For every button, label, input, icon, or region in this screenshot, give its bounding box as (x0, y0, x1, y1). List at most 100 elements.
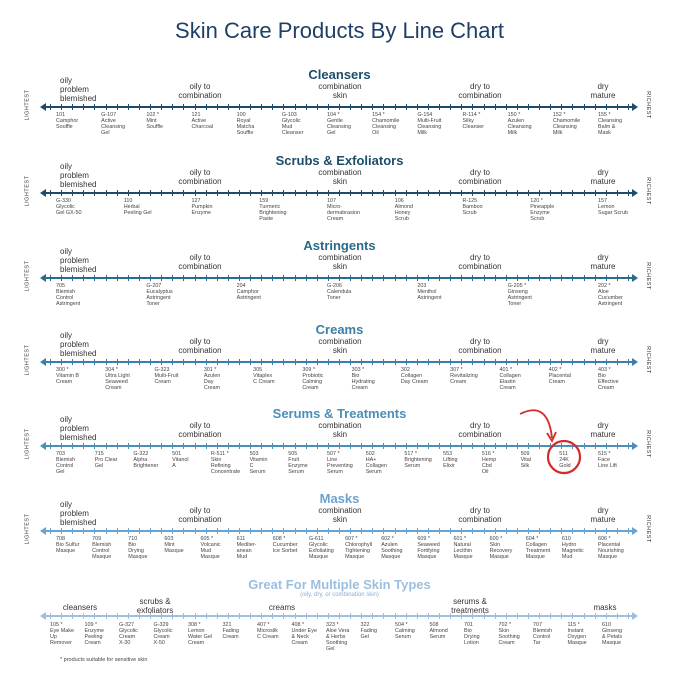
axis-tick (272, 104, 274, 110)
axis-tick (505, 528, 507, 534)
product-label: 511 24K Gold (559, 451, 571, 470)
axis-tick (250, 190, 252, 196)
skin-type-label: dry to combination (458, 337, 502, 355)
axis-tick (172, 359, 174, 365)
product-label: 505 Fruit Enzyme Serum (288, 451, 308, 476)
axis-tick (283, 190, 285, 196)
product-label: 715 Pro Clear Gel (94, 451, 118, 470)
axis-tick (527, 443, 529, 449)
axis-tick (572, 275, 574, 281)
product-label: 507 * Line Preventing Serum (327, 451, 353, 476)
product-label: 159 Turmeric Brightening Paste (259, 198, 287, 223)
axis-tick (483, 190, 485, 196)
axis-tick (238, 359, 240, 365)
axis-tick (350, 613, 352, 619)
axis-arrow-left (40, 358, 46, 366)
product-label: 605 * Volcanic Mud Masque (200, 536, 221, 561)
axis-tick (439, 104, 441, 110)
axis-tick (594, 190, 596, 196)
axis-tick (161, 528, 163, 534)
skin-type-label: oily problem blemished (60, 162, 97, 189)
axis-tick (372, 443, 374, 449)
axis-tick (616, 275, 618, 281)
axis-tick (339, 275, 340, 281)
axis-tick (172, 275, 174, 281)
axis-tick (283, 359, 285, 365)
highlight-circle (546, 439, 582, 475)
axis-tick (539, 613, 541, 619)
axis-tick (394, 104, 396, 110)
axis-tick (450, 528, 452, 534)
axis-tick (516, 104, 518, 110)
skin-type-label: dry to combination (458, 168, 502, 186)
skin-type-label: oily to combination (178, 82, 222, 100)
product-label: 106 Almond Honey Scrub (394, 198, 414, 223)
axis-tick (238, 104, 240, 110)
axis-tick (105, 528, 107, 534)
skin-type-label: dry to combination (458, 506, 502, 524)
axis-tick (238, 528, 240, 534)
product-label: 610 Ginseng & Petals Masque (602, 622, 623, 647)
axis-tick (83, 528, 85, 534)
axis-tick (150, 104, 152, 110)
axis-tick (316, 104, 318, 110)
axis-tick (416, 190, 418, 196)
axis-tick (283, 104, 285, 110)
axis-tick (172, 104, 174, 110)
product-label: 603 Mint Masque (164, 536, 184, 555)
axis-tick (261, 104, 263, 110)
axis-tick (383, 613, 385, 619)
axis-tick (361, 190, 363, 196)
axis-tick (216, 528, 218, 534)
axis-tick (216, 275, 218, 281)
highlight-arrow (519, 409, 553, 439)
product-label: 708 Bio Sulfur Masque (56, 536, 80, 555)
axis-tick (372, 104, 374, 110)
axis-tick (283, 528, 285, 534)
axis-tick (305, 443, 307, 449)
axis-tick (372, 275, 374, 281)
product-label: 204 Camphor Astringent (236, 283, 261, 302)
axis-tick (316, 443, 318, 449)
section-title-serums: Serums & Treatments (272, 406, 407, 421)
axis-arrow-right (632, 189, 638, 197)
axis-tick (450, 613, 452, 619)
product-label: 508 Almond Serum (429, 622, 448, 641)
product-label: 102 * Mint Souffle (146, 112, 164, 131)
axis-tick (205, 275, 207, 281)
axis-tick (494, 275, 496, 281)
axis-tick (605, 613, 607, 619)
axis-tick (628, 104, 629, 110)
axis-tick (427, 528, 429, 534)
axis-tick (94, 104, 96, 110)
axis-tick (450, 275, 452, 281)
axis-tick (94, 443, 96, 449)
axis-tick (416, 275, 418, 281)
axis-tick (50, 359, 51, 365)
axis-tick (294, 528, 296, 534)
product-label: 403 * Bio Effective Cream (598, 367, 619, 392)
axis-tick (405, 275, 407, 281)
axis-tick (616, 443, 618, 449)
axis-tick (194, 104, 196, 110)
axis-tick (150, 528, 152, 534)
axis-tick (483, 528, 485, 534)
product-label: 607 * Chlorophyll Tightening Masque (345, 536, 373, 561)
axis-tick (516, 275, 518, 281)
axis-tick (383, 190, 385, 196)
axis-tick (427, 443, 429, 449)
axis-tick (427, 613, 429, 619)
product-label: 304 * Ultra Light Seaweed Cream (105, 367, 130, 392)
axis-tick (61, 275, 63, 281)
axis-tick (238, 275, 240, 281)
product-label: 703 Blemish Control Gel (56, 451, 76, 476)
axis-tick (105, 359, 107, 365)
axis-tick (216, 190, 218, 196)
axis-tick (127, 443, 129, 449)
axis-tick (272, 613, 274, 619)
product-label: 322 Fading Gel (360, 622, 377, 641)
skin-type-label: combination skin (318, 421, 362, 439)
axis-tick (572, 104, 574, 110)
axis-tick (83, 443, 85, 449)
axis-tick (294, 613, 296, 619)
